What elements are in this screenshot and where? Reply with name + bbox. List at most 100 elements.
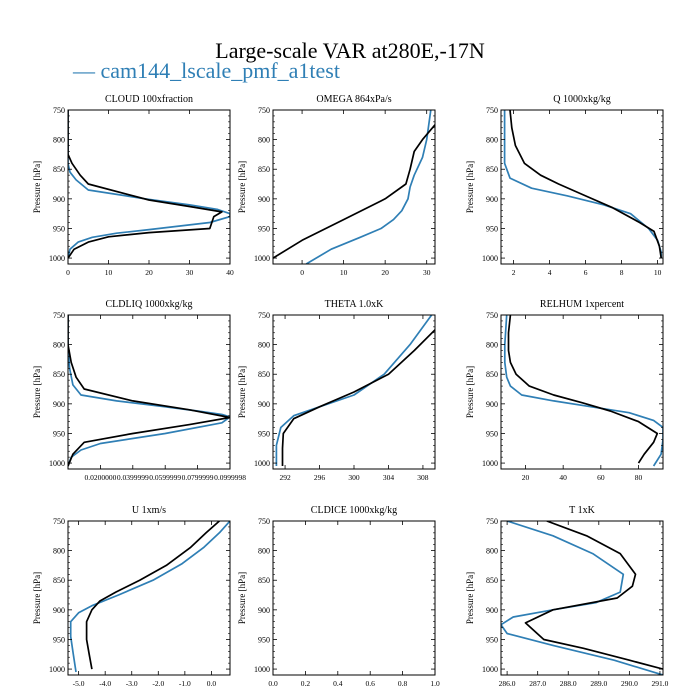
x-tick-label: 30 (423, 268, 431, 277)
y-tick-label: 800 (486, 341, 498, 350)
x-tick-label: 1.0 (430, 679, 440, 688)
subplot-title: CLDLIQ 1000xkg/kg (106, 299, 193, 310)
y-tick-label: 1000 (482, 665, 498, 674)
subplot-title: T 1xK (569, 505, 595, 516)
x-tick-label: 40 (226, 268, 234, 277)
y-tick-label: 750 (486, 106, 498, 115)
x-tick-label: 0.0200000 (84, 473, 116, 482)
y-tick-label: 1000 (482, 254, 498, 263)
x-tick-label: 20 (145, 268, 153, 277)
series-line-reference (85, 521, 220, 670)
series-line-reference (68, 315, 230, 467)
y-tick-label: 950 (486, 429, 498, 438)
y-tick-label: 800 (486, 547, 498, 556)
y-tick-label: 900 (53, 195, 65, 204)
y-tick-label: 900 (258, 606, 270, 615)
x-tick-label: -2.0 (152, 679, 164, 688)
y-axis-label: Pressure [hPa] (32, 366, 42, 418)
y-tick-label: 850 (53, 165, 65, 174)
x-tick-label: 2 (512, 268, 516, 277)
x-tick-label: 80 (635, 473, 643, 482)
series-line-test (503, 110, 663, 259)
subplot-title: THETA 1.0xK (325, 299, 384, 310)
y-tick-label: 800 (53, 136, 65, 145)
subplot-title: Q 1000xkg/kg (553, 94, 611, 105)
x-tick-label: 289.0 (590, 679, 607, 688)
series-line-reference (507, 315, 659, 464)
y-tick-label: 950 (486, 635, 498, 644)
plot-frame (272, 520, 436, 676)
y-tick-label: 850 (53, 370, 65, 379)
series-line-reference (281, 329, 435, 466)
series-line-test (501, 521, 663, 675)
x-tick-label: 0.2 (301, 679, 311, 688)
subplot-7: CLDICE 1000xkg/kg 750 800 850 900 950 1000 0.0 0… (237, 505, 440, 688)
x-tick-label: 0.6 (366, 679, 376, 688)
subplot-title: CLDICE 1000xkg/kg (311, 505, 397, 516)
legend-label: cam144_lscale_pmf_a1test (100, 58, 340, 83)
x-tick-label: 0.4 (333, 679, 343, 688)
subplot-6: U 1xm/s 750 800 850 900 950 1000 -5.0 -4.0 -3.0 -2… (32, 505, 231, 688)
x-tick-label: 10 (340, 268, 348, 277)
x-tick-label: 0.0799999 (182, 473, 214, 482)
y-tick-label: 1000 (49, 254, 65, 263)
y-tick-label: 750 (258, 311, 270, 320)
y-tick-label: 850 (258, 576, 270, 585)
y-tick-label: 750 (486, 517, 498, 526)
y-tick-label: 1000 (482, 459, 498, 468)
y-tick-label: 800 (486, 136, 498, 145)
series-line-reference (524, 521, 663, 670)
plot-frame (500, 109, 664, 265)
series-line-test (305, 110, 432, 264)
x-tick-label: 292 (279, 473, 291, 482)
y-tick-label: 950 (53, 224, 65, 233)
y-tick-label: 750 (53, 517, 65, 526)
y-tick-label: 950 (53, 429, 65, 438)
x-tick-label: 6 (584, 268, 588, 277)
y-tick-label: 950 (258, 224, 270, 233)
y-tick-label: 900 (486, 606, 498, 615)
x-tick-label: -3.0 (126, 679, 138, 688)
series-line-test (69, 521, 230, 673)
subplot-4: THETA 1.0xK 750 800 850 900 950 1000 292 296 300 3… (237, 299, 436, 482)
y-tick-label: 750 (53, 106, 65, 115)
x-tick-label: 0 (300, 268, 304, 277)
x-tick-label: -1.0 (179, 679, 191, 688)
y-tick-label: 750 (53, 311, 65, 320)
y-tick-label: 950 (486, 224, 498, 233)
y-axis-label: Pressure [hPa] (465, 572, 475, 624)
x-tick-label: 0.8 (398, 679, 408, 688)
x-tick-label: 0.0599999 (149, 473, 181, 482)
y-tick-label: 1000 (254, 254, 270, 263)
series-line-reference (509, 110, 663, 259)
x-tick-label: 20 (522, 473, 530, 482)
x-tick-label: 40 (559, 473, 567, 482)
y-axis-label: Pressure [hPa] (32, 572, 42, 624)
subplot-title: OMEGA 864xPa/s (316, 94, 391, 105)
series-line-reference (68, 110, 223, 259)
subplot-2: Q 1000xkg/kg 750 800 850 900 950 1000 2 4 6 8 10 Pre… (465, 94, 664, 277)
x-tick-label: 300 (348, 473, 360, 482)
subplot-title: CLOUD 100xfraction (105, 94, 193, 105)
y-tick-label: 900 (53, 606, 65, 615)
y-tick-label: 800 (258, 136, 270, 145)
y-tick-label: 900 (258, 195, 270, 204)
main-title: Large-scale VAR at280E,-17N (215, 38, 485, 63)
y-axis-label: Pressure [hPa] (237, 161, 247, 213)
y-tick-label: 950 (258, 429, 270, 438)
subplot-3: CLDLIQ 1000xkg/kg 750 800 850 900 950 1000 0.02… (32, 299, 246, 482)
series-line-test (503, 315, 663, 467)
x-tick-label: 0.0 (268, 679, 278, 688)
y-tick-label: 900 (486, 195, 498, 204)
y-tick-label: 1000 (49, 459, 65, 468)
x-tick-label: 0 (66, 268, 70, 277)
y-tick-label: 1000 (49, 665, 65, 674)
plot-frame (67, 520, 231, 676)
y-tick-label: 900 (486, 400, 498, 409)
legend: — cam144_lscale_pmf_a1test (73, 58, 340, 84)
x-tick-label: 60 (597, 473, 605, 482)
subplot-title: RELHUM 1xpercent (540, 299, 624, 310)
x-tick-label: 4 (548, 268, 552, 277)
